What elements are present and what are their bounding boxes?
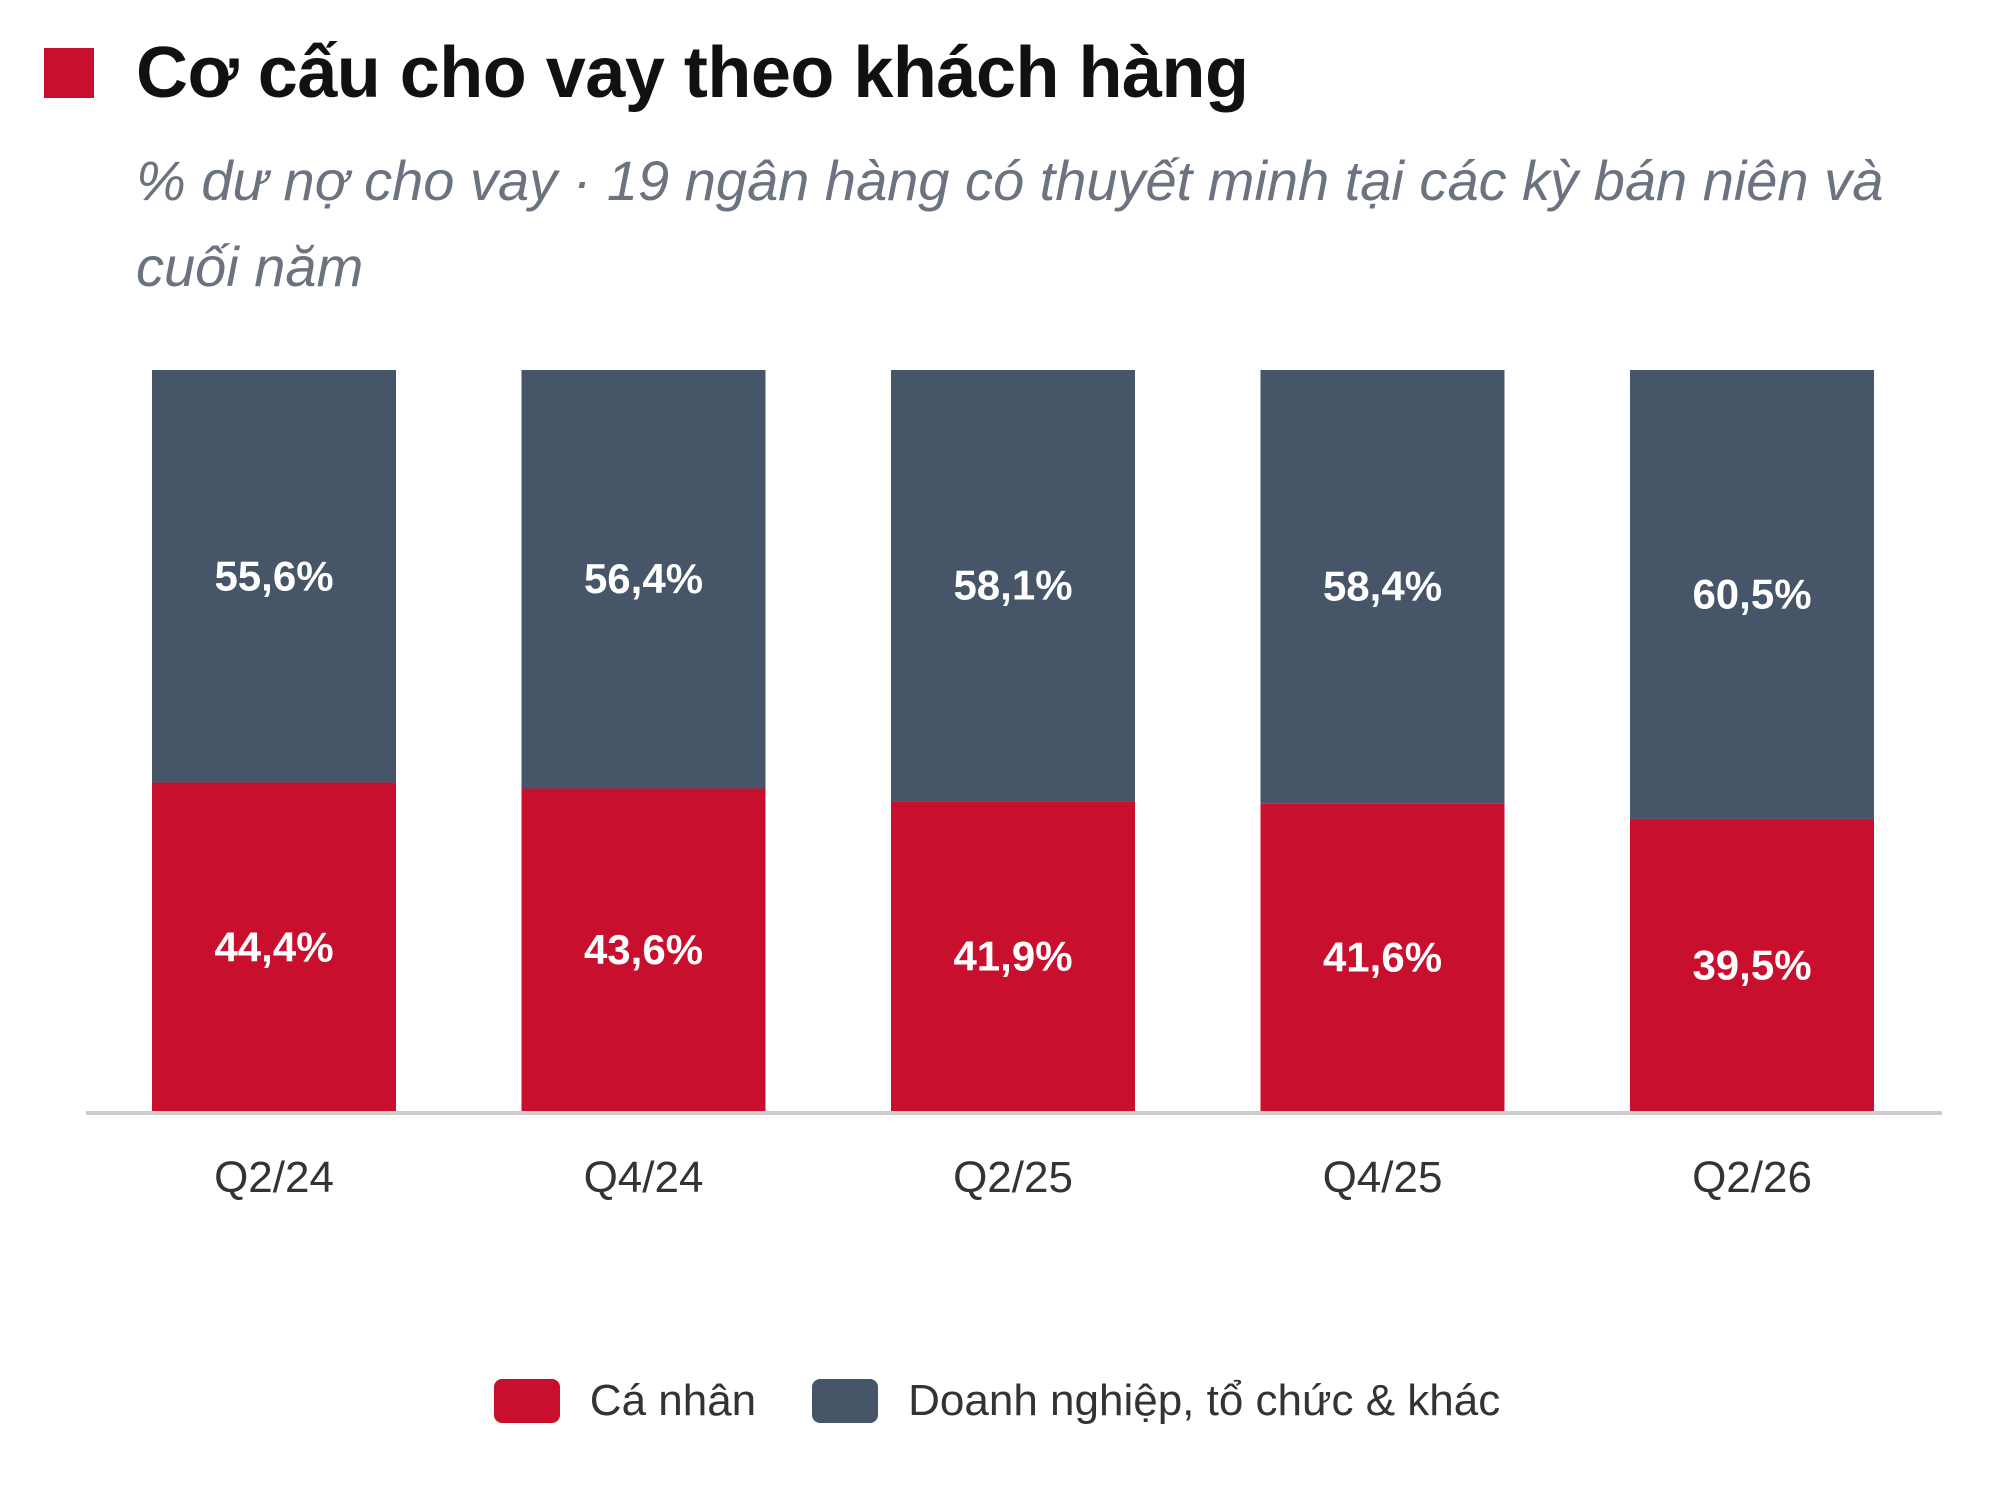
chart-title: Cơ cấu cho vay theo khách hàng [136, 33, 1249, 113]
bar-individual-q4-24 [521, 788, 766, 1112]
data-label-business-q2-26: 60,5% [1692, 570, 1811, 617]
bar-business-q2-25 [891, 370, 1135, 802]
bar-business-q2-24 [152, 370, 396, 783]
bar-individual-q2-24 [152, 782, 396, 1112]
data-label-business-q4-24: 56,4% [584, 555, 703, 602]
x-tick-label-q4-25: Q4/25 [1323, 1153, 1443, 1202]
bar-individual-q2-26 [1630, 818, 1874, 1112]
data-label-business-q2-25: 58,1% [953, 562, 1072, 609]
bar-business-q4-25 [1260, 370, 1505, 804]
legend-item-business: Doanh nghiệp, tổ chức & khác [812, 1376, 1500, 1426]
legend: Cá nhân Doanh nghiệp, tổ chức & khác [0, 1376, 1994, 1426]
data-label-individual-q2-26: 39,5% [1692, 941, 1811, 988]
legend-label-individual: Cá nhân [589, 1376, 757, 1425]
x-tick-label-q2-26: Q2/26 [1692, 1153, 1812, 1202]
bar-individual-q4-25 [1260, 803, 1505, 1112]
bar-business-q2-26 [1630, 370, 1874, 819]
title-row: Cơ cấu cho vay theo khách hàng [44, 32, 1249, 114]
data-label-business-q2-24: 55,6% [214, 552, 333, 599]
title-marker [44, 48, 94, 98]
data-label-individual-q4-25: 41,6% [1323, 934, 1442, 981]
legend-swatch-individual [493, 1379, 560, 1423]
bar-individual-q2-25 [891, 801, 1135, 1112]
data-label-individual-q4-24: 43,6% [584, 926, 703, 973]
x-tick-label-q2-25: Q2/25 [953, 1153, 1073, 1202]
data-label-individual-q2-25: 41,9% [953, 933, 1072, 980]
legend-item-individual: Cá nhân [493, 1376, 757, 1426]
data-label-individual-q2-24: 44,4% [214, 923, 333, 970]
legend-swatch-business [812, 1379, 879, 1423]
legend-label-business: Doanh nghiệp, tổ chức & khác [908, 1376, 1501, 1425]
chart-subtitle: % dư nợ cho vay · 19 ngân hàng có thuyết… [136, 149, 1884, 298]
x-tick-label-q2-24: Q2/24 [214, 1153, 334, 1202]
bar-business-q4-24 [521, 370, 766, 789]
x-tick-label-q4-24: Q4/24 [584, 1153, 704, 1202]
data-label-business-q4-25: 58,4% [1323, 563, 1442, 610]
